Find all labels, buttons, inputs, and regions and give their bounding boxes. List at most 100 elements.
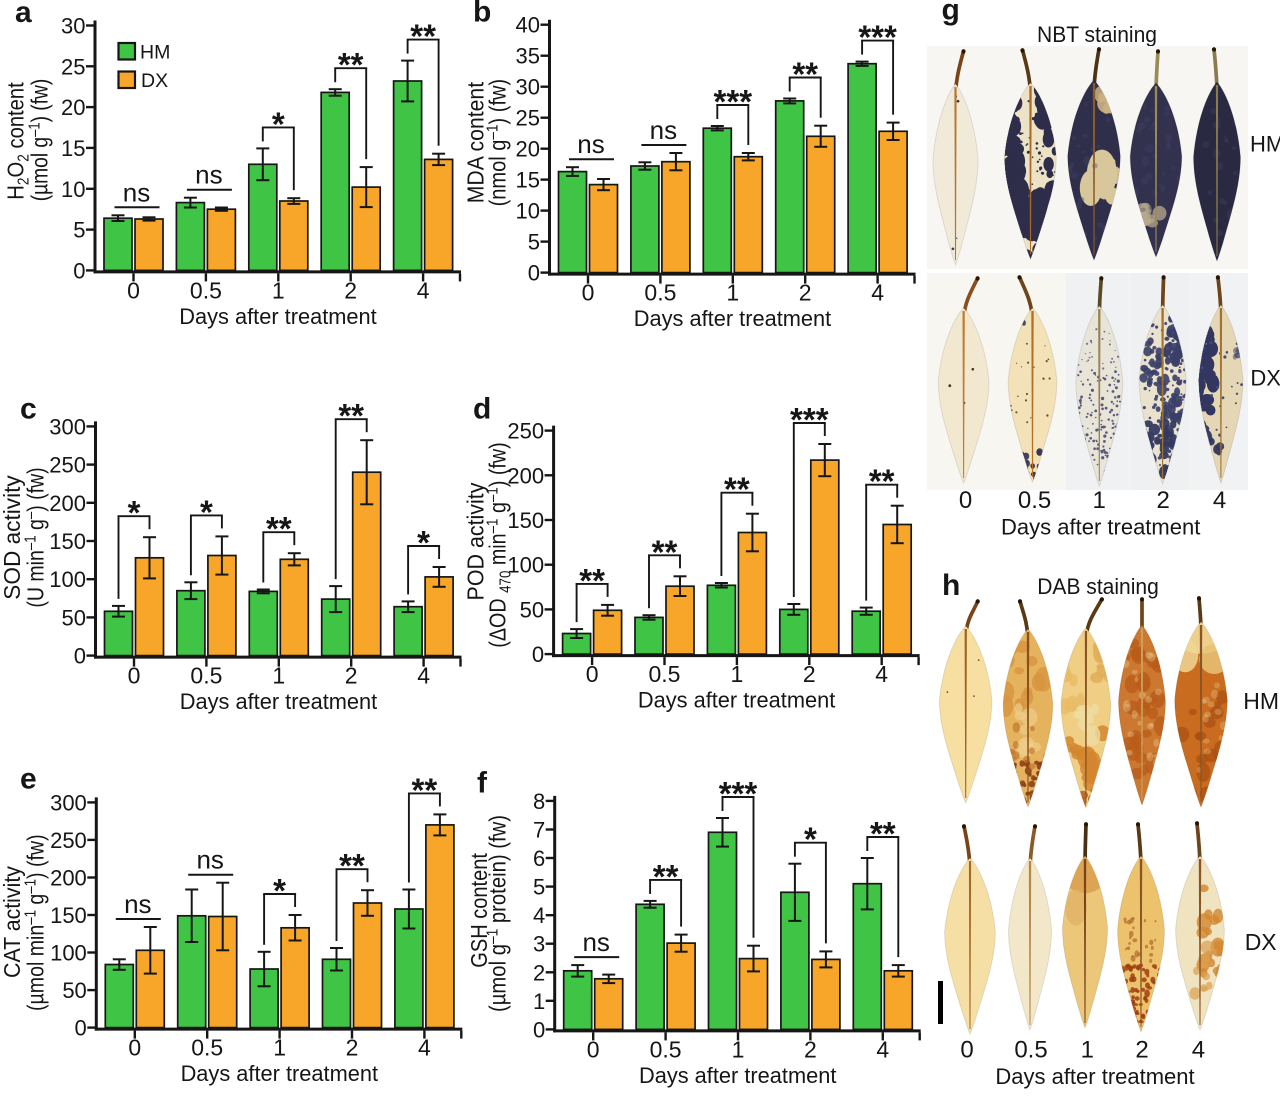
svg-text:MDA content: MDA content [463,82,489,203]
svg-text:0: 0 [128,1035,141,1061]
svg-text:c: c [20,393,37,426]
svg-text:0: 0 [528,261,540,286]
svg-text:**: ** [338,46,364,83]
svg-text:3: 3 [533,932,545,957]
svg-text:0.5: 0.5 [644,280,676,306]
svg-text:150: 150 [49,529,86,554]
svg-text:35: 35 [516,44,540,69]
svg-text:4: 4 [1213,487,1226,514]
svg-text:250: 250 [507,419,544,444]
svg-text:**: ** [412,771,438,808]
svg-text:ns: ns [123,177,150,207]
svg-text:*: * [417,524,430,561]
svg-text:0.5: 0.5 [650,1036,682,1062]
svg-text:***: *** [714,83,753,120]
svg-text:Days after treatment: Days after treatment [634,306,831,331]
svg-text:0.5: 0.5 [649,661,681,687]
svg-text:*: * [272,105,285,142]
svg-text:1: 1 [732,1036,745,1062]
svg-text:10: 10 [516,199,540,224]
svg-text:DAB staining: DAB staining [1037,573,1159,599]
svg-text:**: ** [410,18,436,55]
svg-text:20: 20 [61,95,85,120]
svg-text:Days after treatment: Days after treatment [995,1064,1194,1089]
svg-text:0: 0 [532,642,544,667]
svg-text:(µmol g–1 protein) (fw): (µmol g–1 protein) (fw) [484,815,511,1012]
svg-text:**: ** [792,56,818,93]
svg-text:***: *** [719,775,758,812]
svg-text:Days after treatment: Days after treatment [639,1063,836,1088]
svg-text:5: 5 [73,218,85,243]
svg-text:150: 150 [507,508,544,533]
svg-text:1: 1 [726,280,739,306]
svg-text:**: ** [652,533,678,570]
svg-text:f: f [477,767,488,800]
svg-text:**: ** [869,463,895,500]
svg-text:g: g [942,0,960,27]
svg-text:1: 1 [272,663,285,689]
svg-text:DX: DX [1250,365,1280,390]
svg-text:(ΔOD 470 min–1 g–1) (fw): (ΔOD 470 min–1 g–1) (fw) [485,442,515,647]
svg-text:h: h [942,569,960,602]
svg-text:50: 50 [62,978,86,1003]
svg-text:4: 4 [876,1036,889,1062]
svg-text:0.5: 0.5 [190,663,222,689]
svg-text:300: 300 [49,414,86,439]
svg-text:300: 300 [50,790,87,815]
svg-text:**: ** [653,858,679,895]
svg-text:200: 200 [507,463,544,488]
svg-text:NBT staining: NBT staining [1037,21,1157,47]
svg-text:e: e [20,763,37,796]
svg-text:1: 1 [1081,1037,1094,1064]
svg-text:b: b [473,0,491,29]
svg-text:2: 2 [1157,487,1170,514]
svg-text:HM: HM [1243,688,1279,714]
svg-text:0: 0 [959,487,972,514]
svg-text:2: 2 [799,280,812,306]
svg-text:**: ** [339,847,365,884]
svg-text:a: a [15,0,32,29]
svg-text:SOD activity: SOD activity [0,475,25,600]
svg-text:2: 2 [533,960,545,985]
svg-text:200: 200 [49,491,86,516]
svg-text:0: 0 [533,1017,545,1042]
svg-text:***: *** [790,401,829,438]
svg-text:ns: ns [582,927,609,957]
svg-text:**: ** [724,471,750,508]
svg-text:4: 4 [417,663,430,689]
svg-text:5: 5 [528,230,540,255]
svg-text:1: 1 [533,989,545,1014]
svg-text:150: 150 [50,903,87,928]
svg-text:1: 1 [731,661,744,687]
svg-text:0: 0 [960,1037,973,1064]
svg-text:10: 10 [61,177,85,202]
svg-text:2: 2 [346,1035,359,1061]
svg-text:0.5: 0.5 [190,277,222,303]
svg-text:DX: DX [1245,929,1277,955]
svg-text:2: 2 [804,1036,817,1062]
svg-text:15: 15 [516,168,540,193]
svg-text:100: 100 [50,941,87,966]
svg-text:8: 8 [533,789,545,814]
svg-text:*: * [273,872,286,909]
svg-text:4: 4 [418,1035,431,1061]
svg-text:50: 50 [520,597,544,622]
svg-text:100: 100 [49,567,86,592]
svg-text:POD activity: POD activity [463,482,489,601]
svg-text:25: 25 [516,106,540,131]
svg-text:20: 20 [516,137,540,162]
svg-text:4: 4 [1192,1037,1205,1064]
svg-text:Days after treatment: Days after treatment [638,688,835,713]
svg-text:6: 6 [533,846,545,871]
svg-text:4: 4 [871,280,884,306]
svg-text:H2O2 content: H2O2 content [2,82,32,200]
svg-text:HM: HM [140,42,170,64]
svg-text:**: ** [579,562,605,599]
svg-text:100: 100 [507,553,544,578]
svg-text:(U min–1 g–) (fw): (U min–1 g–) (fw) [23,467,49,607]
svg-text:15: 15 [61,136,85,161]
svg-text:CAT activity: CAT activity [0,865,25,978]
svg-text:25: 25 [61,54,85,79]
svg-text:250: 250 [50,828,87,853]
svg-text:0: 0 [582,280,595,306]
